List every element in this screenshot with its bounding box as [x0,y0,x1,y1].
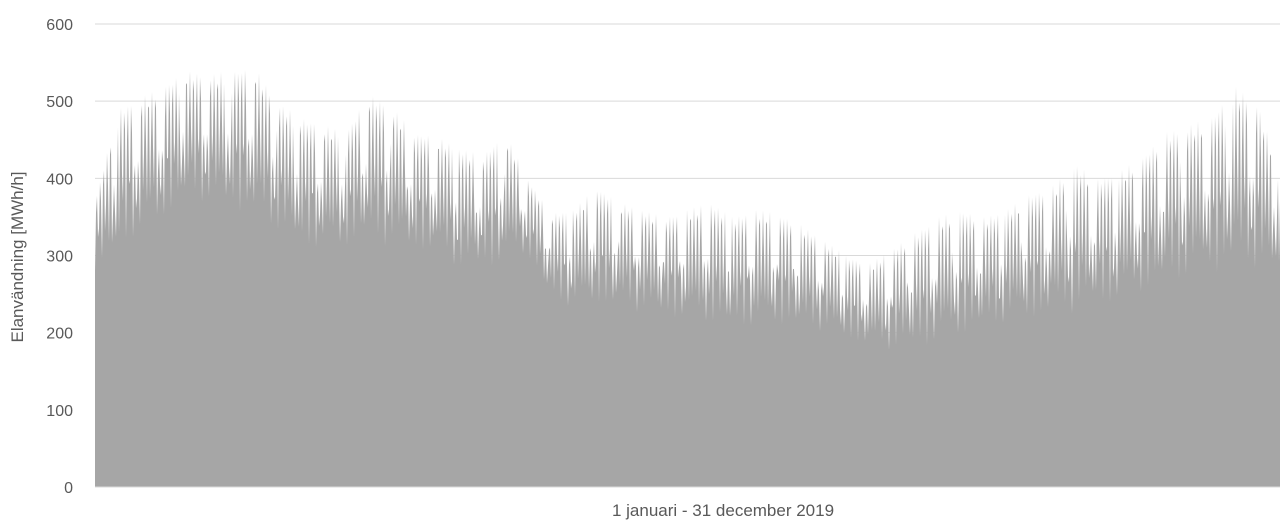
y-tick-label: 0 [64,480,73,497]
plot-area [95,69,1280,488]
x-axis-label: 1 januari - 31 december 2019 [612,501,834,520]
y-axis-label: Elanvändning [MWh/h] [8,171,27,342]
y-tick-label: 300 [46,249,73,266]
y-axis-ticks: 0 100 200 300 400 500 600 [46,17,73,497]
y-tick-label: 400 [46,171,73,188]
y-tick-label: 500 [46,94,73,111]
y-tick-label: 100 [46,403,73,420]
series-area [95,69,1280,488]
y-tick-label: 600 [46,17,73,34]
y-tick-label: 200 [46,326,73,343]
